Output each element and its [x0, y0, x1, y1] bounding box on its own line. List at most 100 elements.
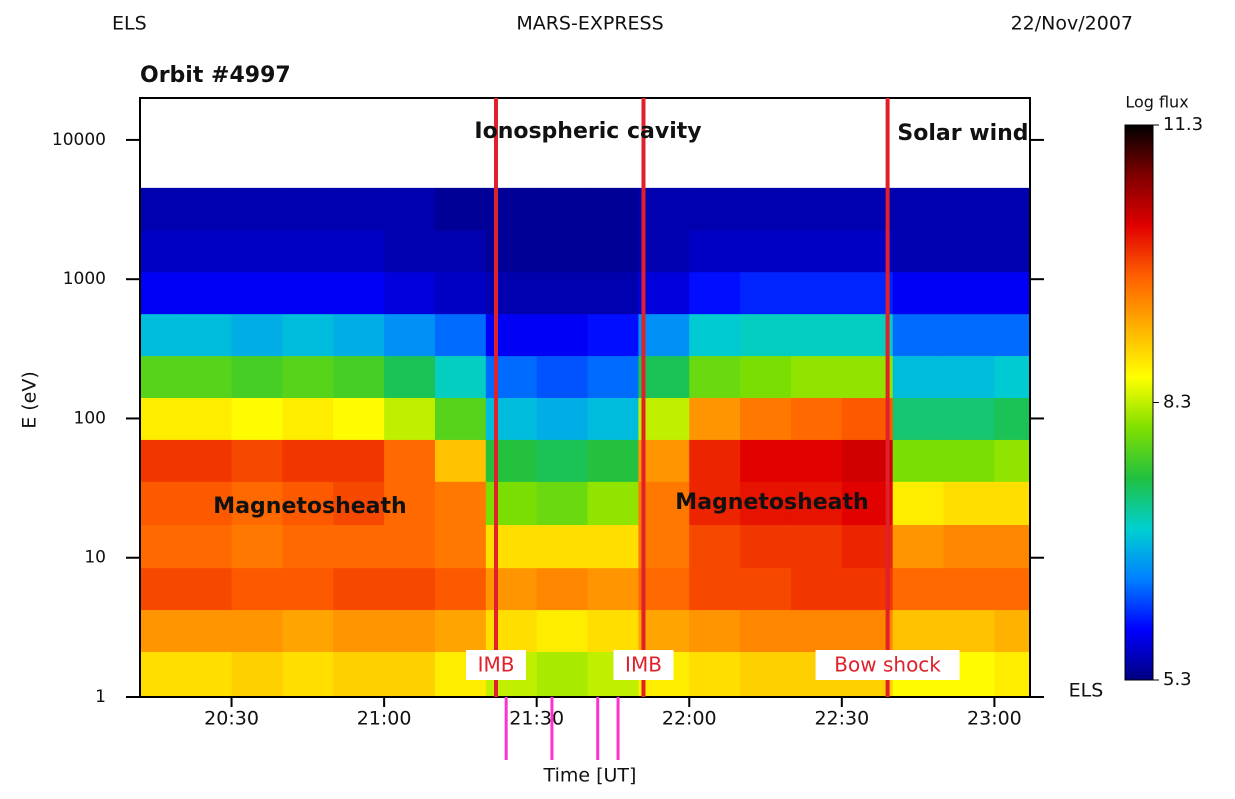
flux-cell — [994, 524, 1030, 569]
boundary-label: IMB — [625, 653, 662, 677]
flux-cell — [790, 355, 843, 398]
boundary-label-box — [466, 650, 526, 680]
flux-cell — [384, 609, 436, 653]
flux-cell — [140, 355, 182, 398]
x-tick-label: 20:30 — [204, 708, 259, 730]
flux-cell — [333, 313, 385, 357]
spectrogram — [140, 187, 1030, 697]
flux-cell — [790, 313, 843, 357]
flux-cell — [892, 481, 945, 526]
flux-cell — [180, 651, 233, 697]
flux-cell — [140, 271, 182, 315]
flux-cell — [485, 229, 538, 273]
flux-cell — [140, 187, 182, 231]
flux-cell — [638, 397, 690, 440]
flux-cell — [740, 439, 792, 482]
y-tick-label: 100 — [74, 408, 106, 428]
region-label: Ionospheric cavity — [474, 119, 701, 144]
flux-cell — [485, 271, 538, 315]
x-axis-label: Time [UT] — [543, 765, 637, 787]
flux-cell — [140, 439, 182, 482]
flux-cell — [892, 439, 945, 482]
colorbar-tick-label: 5.3 — [1163, 669, 1192, 690]
flux-cell — [740, 229, 792, 273]
flux-cell — [790, 567, 843, 611]
flux-cell — [384, 481, 436, 526]
flux-cell — [638, 355, 690, 398]
flux-cell — [740, 651, 792, 697]
flux-cell — [140, 313, 182, 357]
flux-cell — [994, 313, 1030, 357]
y-tick-label: 1000 — [63, 269, 106, 289]
boundary-label: Bow shock — [834, 653, 941, 677]
flux-cell — [994, 271, 1030, 315]
flux-cell — [282, 187, 334, 231]
flux-cell — [231, 229, 283, 273]
flux-cell — [943, 271, 995, 315]
flux-cell — [943, 524, 995, 569]
flux-cell — [638, 609, 690, 653]
flux-cell — [485, 355, 538, 398]
flux-cell — [740, 481, 792, 526]
flux-cell — [689, 609, 741, 653]
flux-cell — [841, 229, 894, 273]
flux-cell — [536, 397, 589, 440]
flux-cell — [231, 567, 283, 611]
flux-cell — [231, 187, 283, 231]
flux-cell — [333, 609, 385, 653]
flux-cell — [892, 524, 945, 569]
flux-cell — [434, 481, 487, 526]
header-left: ELS — [112, 13, 147, 35]
flux-cell — [536, 271, 589, 315]
flux-cell — [333, 271, 385, 315]
flux-cell — [140, 229, 182, 273]
flux-cell — [180, 313, 233, 357]
flux-cell — [180, 567, 233, 611]
flux-cell — [790, 481, 843, 526]
flux-cell — [740, 524, 792, 569]
flux-cell — [333, 187, 385, 231]
y-tick-label: 1 — [95, 687, 106, 707]
flux-cell — [943, 567, 995, 611]
flux-cell — [841, 313, 894, 357]
flux-cell — [384, 524, 436, 569]
flux-cell — [587, 355, 639, 398]
flux-cell — [638, 439, 690, 482]
flux-cell — [485, 439, 538, 482]
flux-cell — [231, 313, 283, 357]
flux-cell — [841, 481, 894, 526]
flux-cell — [587, 439, 639, 482]
flux-cell — [841, 524, 894, 569]
flux-cell — [384, 439, 436, 482]
flux-cell — [282, 313, 334, 357]
flux-cell — [231, 355, 283, 398]
flux-cell — [638, 271, 690, 315]
flux-cell — [587, 187, 639, 231]
flux-cell — [994, 567, 1030, 611]
flux-cell — [689, 271, 741, 315]
flux-cell — [180, 481, 233, 526]
flux-cell — [587, 313, 639, 357]
flux-cell — [485, 187, 538, 231]
flux-cell — [282, 609, 334, 653]
flux-cell — [384, 271, 436, 315]
flux-cell — [384, 229, 436, 273]
flux-cell — [333, 397, 385, 440]
flux-cell — [434, 229, 487, 273]
flux-cell — [994, 609, 1030, 653]
y-tick-label: 10000 — [52, 130, 106, 150]
flux-cell — [943, 397, 995, 440]
boundary-label-box — [613, 650, 674, 680]
region-label: Magnetosheath — [675, 490, 868, 515]
flux-cell — [536, 187, 589, 231]
flux-cell — [180, 271, 233, 315]
flux-cell — [587, 397, 639, 440]
flux-cell — [841, 439, 894, 482]
flux-cell — [485, 524, 538, 569]
flux-cell — [892, 397, 945, 440]
flux-cell — [434, 187, 487, 231]
x-tick-label: 21:00 — [357, 708, 412, 730]
colorbar-title: Log flux — [1125, 93, 1188, 112]
flux-cell — [740, 567, 792, 611]
colorbar — [1124, 124, 1154, 681]
